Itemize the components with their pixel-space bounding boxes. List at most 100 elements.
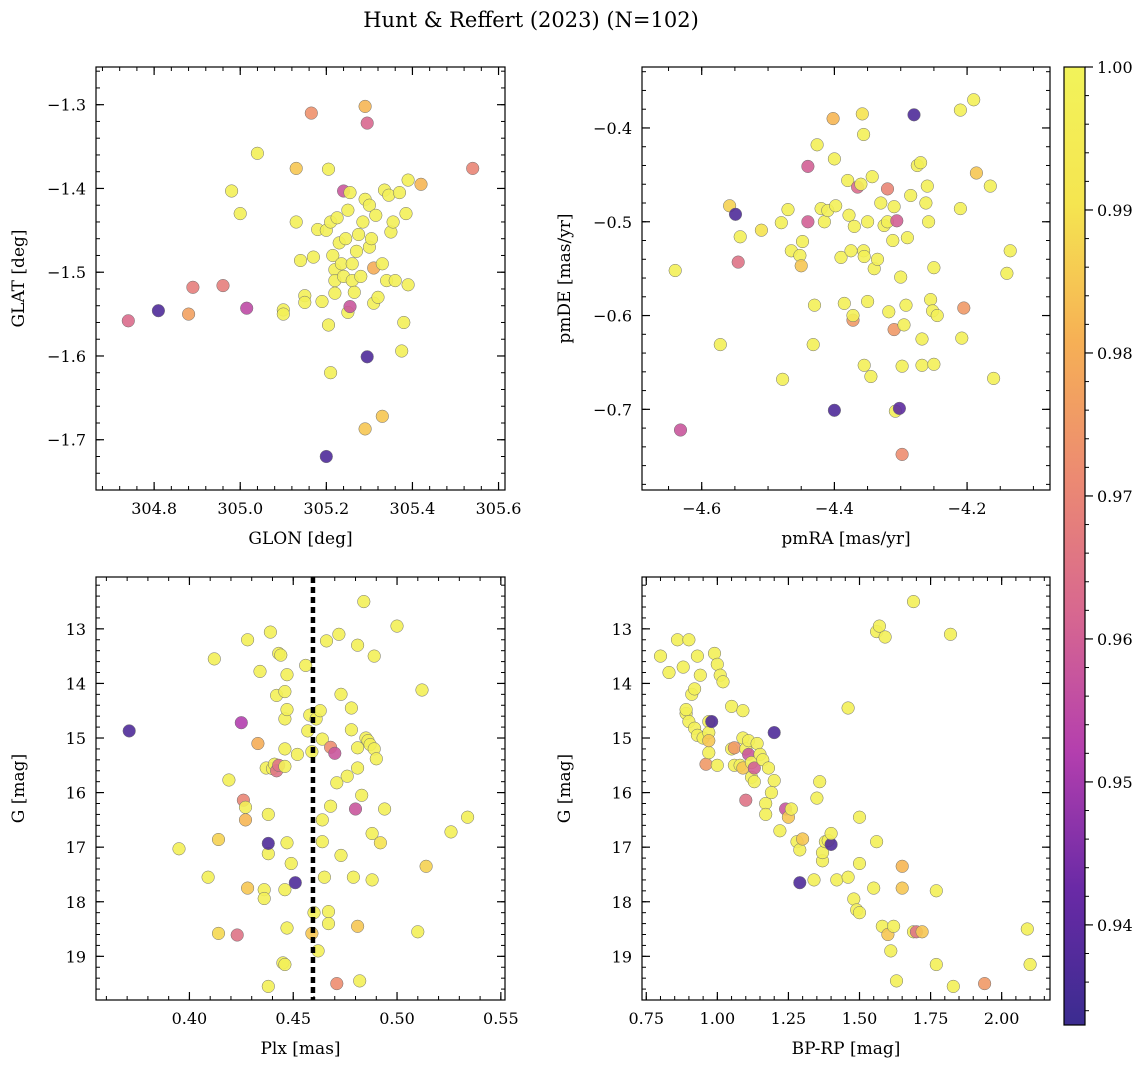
x-axis-label: BP-RP [mag] — [792, 1039, 901, 1059]
data-point — [298, 295, 312, 309]
data-point — [887, 919, 901, 933]
data-point — [668, 263, 682, 278]
data-point — [796, 832, 810, 846]
data-point — [414, 177, 428, 191]
data-point — [182, 307, 196, 321]
data-point — [920, 179, 934, 193]
data-point — [890, 214, 904, 228]
data-point — [892, 401, 906, 415]
data-point — [172, 842, 186, 856]
x-tick-label: 305.6 — [476, 499, 522, 518]
data-point — [388, 274, 402, 288]
y-tick-label: 19 — [66, 947, 86, 966]
data-point — [330, 776, 344, 790]
data-point — [343, 300, 357, 314]
data-point — [894, 270, 908, 284]
y-tick-label: −1.3 — [47, 96, 86, 115]
data-point — [889, 974, 904, 988]
data-point — [764, 786, 778, 800]
data-point — [750, 736, 764, 751]
data-point — [688, 682, 702, 696]
data-point — [727, 741, 741, 755]
data-point — [810, 138, 824, 152]
data-point — [251, 736, 265, 751]
data-point — [773, 824, 787, 838]
data-point — [317, 870, 331, 884]
data-point — [392, 186, 407, 200]
data-point — [324, 366, 338, 380]
y-axis-label: G [mag] — [9, 754, 29, 823]
data-point — [216, 279, 230, 293]
data-point — [837, 296, 851, 310]
data-point — [699, 757, 713, 771]
y-tick-label: 18 — [66, 893, 86, 912]
y-axis-label: GLAT [deg] — [9, 229, 29, 327]
data-point — [929, 884, 943, 898]
data-point — [280, 836, 294, 850]
data-point — [955, 331, 969, 345]
x-tick-label: 0.50 — [379, 1009, 415, 1028]
data-point — [319, 449, 333, 464]
scatter-points — [668, 93, 1017, 461]
data-point — [401, 173, 415, 187]
data-point — [241, 881, 255, 895]
data-point — [725, 699, 739, 713]
data-point — [284, 856, 298, 871]
data-point — [754, 223, 768, 237]
data-point — [313, 704, 327, 718]
colorbar-tick-label: 0.97 — [1097, 487, 1133, 506]
axes-frame — [641, 66, 1051, 491]
panel-glon-glat: 304.8 305.0 305.2 305.4 305.6 −1.3 −1.4 −1.5 −1.… — [9, 66, 522, 549]
data-point — [731, 255, 745, 269]
data-point — [682, 633, 696, 647]
panel-bprp-g: 0.75 1.00 1.25 1.50 1.75 2.00 13 14 15 16 17 18 19 BP… — [555, 576, 1051, 1059]
y-tick-label: 19 — [612, 947, 632, 966]
data-point — [969, 166, 983, 180]
data-point — [315, 813, 329, 827]
data-point — [306, 250, 320, 264]
y-tick-label: 18 — [612, 893, 632, 912]
y-tick-label: −1.7 — [47, 431, 86, 450]
data-point — [461, 810, 475, 824]
data-point — [288, 876, 302, 890]
x-tick-label: 1.25 — [771, 1009, 807, 1028]
data-point — [211, 926, 226, 940]
data-point — [1000, 266, 1014, 280]
data-point — [865, 170, 879, 184]
data-point — [915, 358, 929, 372]
data-point — [360, 116, 374, 130]
data-point — [776, 372, 790, 386]
data-point — [304, 106, 318, 120]
data-point — [347, 285, 361, 299]
y-tick-label: −0.7 — [593, 400, 632, 419]
data-point — [867, 881, 881, 895]
data-point — [761, 761, 776, 775]
data-point — [355, 788, 369, 802]
x-tick-label: 304.8 — [131, 499, 177, 518]
data-point — [351, 761, 365, 775]
data-point — [759, 807, 773, 821]
data-point — [710, 657, 724, 671]
data-point — [276, 307, 290, 321]
data-point — [794, 259, 808, 273]
panel-pmra-pmde: −4.6 −4.4 −4.2 −0.4 −0.5 −0.6 −0.7 pmRA [mas/yr… — [555, 66, 1051, 549]
data-point — [813, 775, 827, 789]
data-point — [278, 883, 292, 897]
data-point — [263, 625, 277, 639]
data-point — [395, 344, 409, 358]
data-point — [767, 726, 781, 740]
data-point — [278, 685, 292, 699]
data-point — [299, 658, 313, 672]
data-point — [321, 318, 336, 332]
data-point — [852, 810, 867, 824]
data-point — [895, 859, 909, 873]
data-point — [927, 261, 941, 275]
data-point — [713, 338, 727, 352]
data-point — [345, 257, 359, 271]
x-tick-label: −4.2 — [948, 499, 987, 518]
y-tick-label: 15 — [66, 729, 86, 748]
data-point — [367, 649, 381, 663]
data-point — [253, 664, 267, 678]
axes-frame — [641, 576, 1051, 1001]
data-point — [373, 836, 387, 850]
